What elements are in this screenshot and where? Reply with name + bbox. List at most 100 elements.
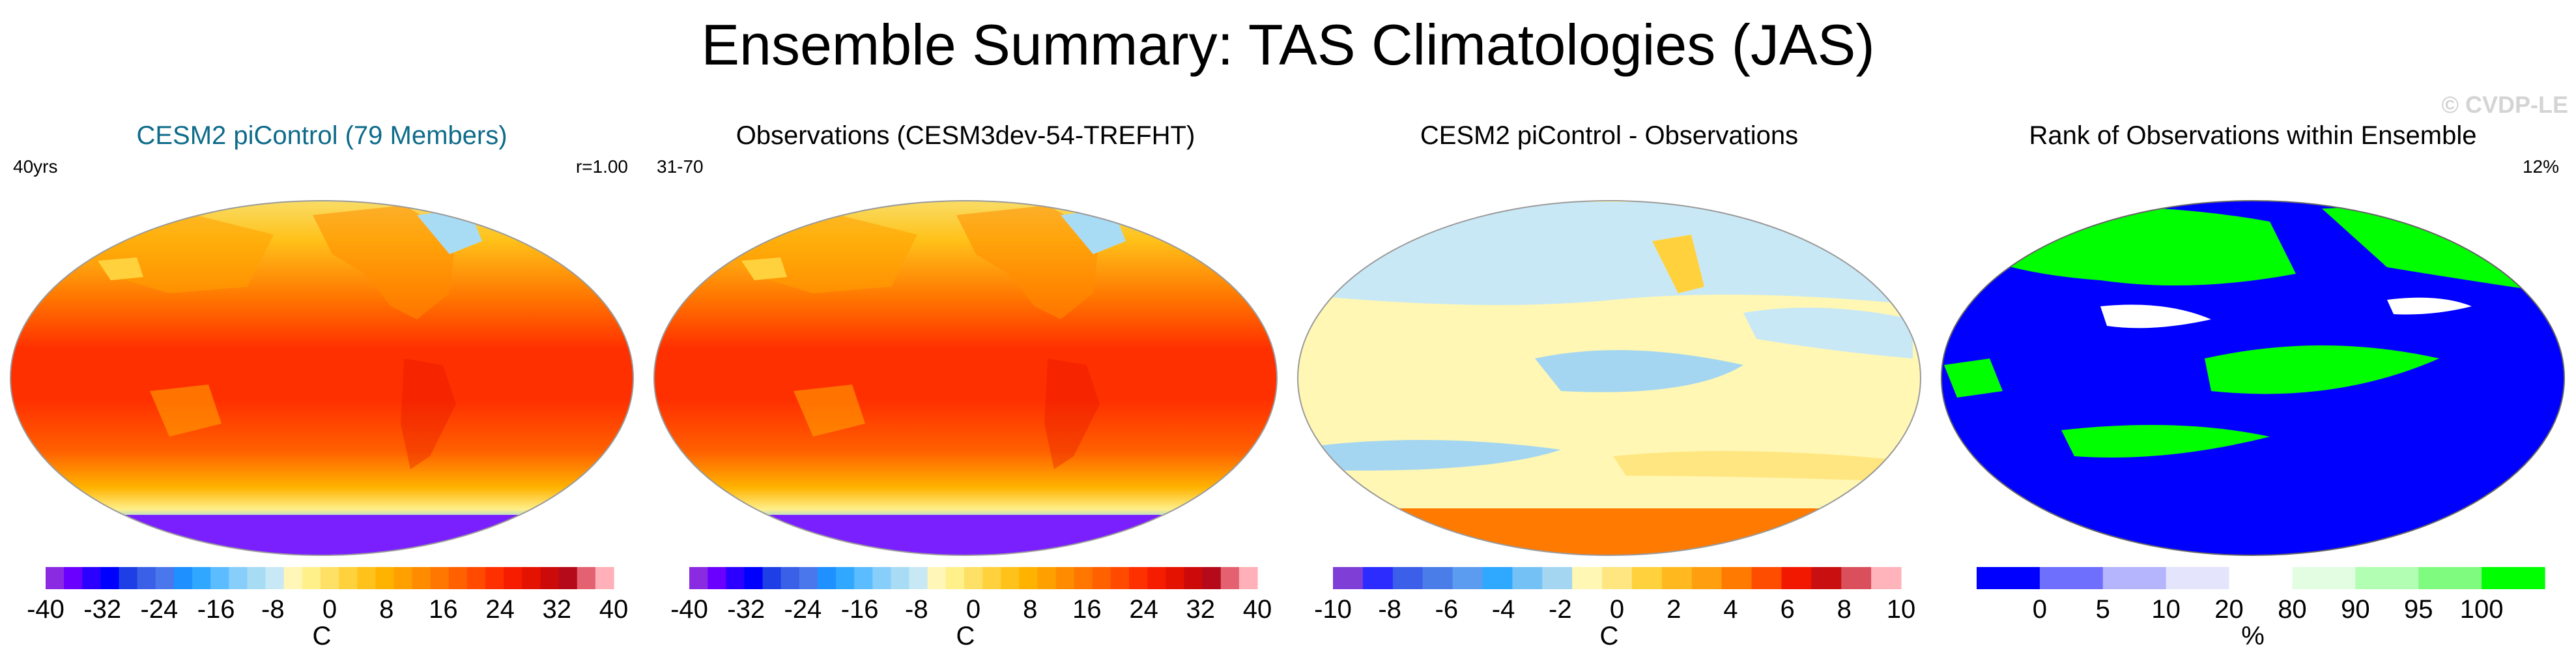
colorbar-swatch <box>2355 567 2419 589</box>
colorbar-tick-label: 8 <box>379 595 394 624</box>
colorbar-tick-label: 16 <box>429 595 458 624</box>
colorbar-swatch <box>1452 567 1483 589</box>
colorbar-swatch <box>1977 567 2040 589</box>
colorbar-swatch <box>1202 567 1222 589</box>
colorbar-tick-label: -16 <box>841 595 879 624</box>
colorbar-swatch <box>265 567 285 589</box>
colorbar-difference: -10 -8 -6 -4 -2 0 2 4 6 8 10 <box>1314 567 1915 624</box>
map-model-climatology <box>10 200 634 556</box>
tibet <box>98 257 143 280</box>
colorbar-swatch <box>339 567 358 589</box>
map-rank <box>1941 200 2565 556</box>
colorbar-swatch <box>1110 567 1130 589</box>
colorbar-swatch <box>1055 567 1075 589</box>
australia <box>150 385 222 437</box>
white-patch <box>2100 304 2211 328</box>
colorbar-swatch <box>854 567 873 589</box>
colorbar-tick-label: -24 <box>140 595 178 624</box>
colorbar-swatch <box>357 567 376 589</box>
north-america <box>956 205 1100 319</box>
colorbar-swatch <box>1482 567 1513 589</box>
colorbar-swatch <box>2482 567 2545 589</box>
colorbar-swatch <box>964 567 983 589</box>
colorbar-swatch <box>466 567 486 589</box>
colorbar-swatch <box>1721 567 1753 589</box>
colorbar-swatch <box>836 567 855 589</box>
colorbar-tick-label: 16 <box>1072 595 1102 624</box>
colorbar-swatch <box>302 567 321 589</box>
colorbar-swatch <box>46 567 64 589</box>
colorbar-tick-label: 8 <box>1837 595 1852 624</box>
green-region-southpac <box>2205 345 2439 394</box>
cool-band-north <box>1298 202 1921 306</box>
colorbar-swatch <box>320 567 339 589</box>
colorbar-tick-label: -2 <box>1549 595 1572 624</box>
warm-patch-americas <box>1652 235 1704 293</box>
colorbar-swatch <box>173 567 193 589</box>
colorbar-swatch <box>155 567 175 589</box>
colorbar-swatch <box>2039 567 2104 589</box>
colorbar-tick-label: 2 <box>1667 595 1681 624</box>
colorbar-swatch <box>1572 567 1603 589</box>
colorbar-swatch <box>1811 567 1842 589</box>
colorbar-swatch <box>1166 567 1185 589</box>
colorbar-swatch <box>394 567 413 589</box>
colorbar-swatch <box>780 567 800 589</box>
panel-years-label: 31-70 <box>657 156 704 177</box>
colorbar-swatch <box>229 567 248 589</box>
colorbar-swatch <box>1238 567 1258 589</box>
warm-antarctic <box>1298 508 1921 555</box>
colorbar-swatch <box>1074 567 1093 589</box>
south-america <box>1044 358 1100 469</box>
panel-difference: CESM2 piControl - Observations -10 -8 -6 -4… <box>1287 117 1931 665</box>
warm-patch-south <box>1613 451 1921 482</box>
green-region-west <box>1944 358 2003 398</box>
colorbar-swatch <box>247 567 266 589</box>
watermark: © CVDP-LE <box>2441 91 2568 118</box>
colorbar-swatch <box>375 567 395 589</box>
colorbar-swatch <box>817 567 837 589</box>
map-observations-climatology <box>653 200 1278 556</box>
colorbar-tick-label: -32 <box>83 595 121 624</box>
colorbar-swatch <box>891 567 910 589</box>
cool-patch-pacific <box>1535 350 1743 392</box>
colorbar-swatch <box>1037 567 1057 589</box>
colorbar-swatch <box>192 567 211 589</box>
colorbar-swatch <box>1220 567 1240 589</box>
colorbar-tick-label: 24 <box>485 595 515 624</box>
panel-title: CESM2 piControl (79 Members) <box>136 121 508 150</box>
colorbar-tick-label: 95 <box>2404 595 2433 624</box>
colorbar-swatch <box>2418 567 2482 589</box>
colorbar-tick-label: -8 <box>261 595 285 624</box>
north-america <box>313 205 456 319</box>
colorbar-tick-label: 100 <box>2460 595 2504 624</box>
colorbar-swatch <box>1092 567 1111 589</box>
colorbar-tick-label: 80 <box>2278 595 2307 624</box>
colorbar-swatch <box>2166 567 2230 589</box>
colorbar-swatch <box>744 567 764 589</box>
colorbar-swatch <box>1751 567 1782 589</box>
colorbar-swatch <box>522 567 541 589</box>
colorbar-unit: C <box>1599 622 1619 650</box>
panel-title: Rank of Observations within Ensemble <box>2029 121 2477 150</box>
colorbar-swatch <box>210 567 229 589</box>
colorbar-tick-label: 32 <box>1186 595 1216 624</box>
panel-observations-climatology: Observations (CESM3dev-54-TREFHT) 31-70 <box>644 117 1287 665</box>
colorbar-tick-label: 4 <box>1723 595 1738 624</box>
colorbar-swatch <box>1184 567 1203 589</box>
panel-rank-percent-label: 12% <box>2522 156 2559 177</box>
colorbar-swatch <box>1392 567 1424 589</box>
colorbar-tick-label: -4 <box>1492 595 1515 624</box>
antarctica <box>10 515 633 555</box>
cool-patch-east <box>1743 308 1913 358</box>
colorbar-swatch <box>1019 567 1038 589</box>
south-america <box>401 358 456 469</box>
colorbar-swatch <box>708 567 726 589</box>
colorbar-tick-label: -10 <box>1314 595 1352 624</box>
colorbar-tick-label: -24 <box>784 595 822 624</box>
colorbar-swatch <box>799 567 818 589</box>
colorbar-unit: C <box>312 622 332 650</box>
colorbar-tick-label: 0 <box>322 595 337 624</box>
colorbar-tick-label: 32 <box>543 595 572 624</box>
colorbar-swatch <box>283 567 303 589</box>
